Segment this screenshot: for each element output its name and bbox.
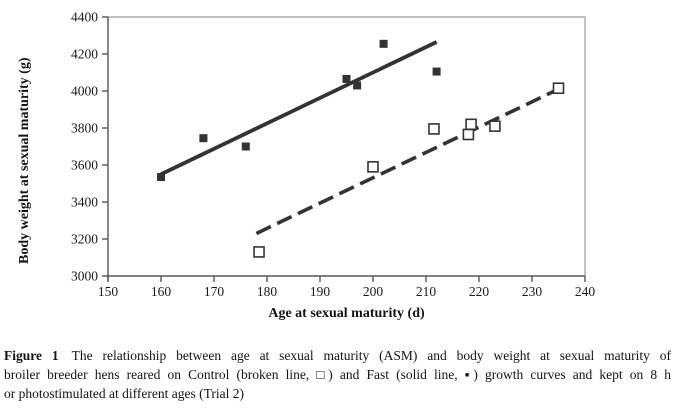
x-tick-label: 240	[575, 284, 596, 299]
x-tick-label: 210	[416, 284, 437, 299]
x-tick-label: 160	[151, 284, 172, 299]
marker-fast	[157, 173, 165, 182]
marker-control	[489, 120, 501, 132]
y-axis-title: Body weight at sexual maturity (g)	[17, 57, 32, 265]
marker-fast	[241, 142, 250, 151]
plot-frame	[108, 16, 586, 276]
y-tick-label: 4200	[71, 47, 98, 62]
marker-fast	[342, 74, 351, 83]
trendline-fast	[160, 40, 438, 176]
marker-fast	[432, 67, 441, 76]
trendline-control	[255, 87, 560, 236]
marker-control	[367, 161, 379, 173]
marker-control	[552, 82, 565, 95]
marker-fast	[199, 134, 208, 143]
marker-control	[428, 123, 440, 135]
x-axis-title: Age at sexual maturity (d)	[268, 306, 425, 321]
marker-control	[462, 128, 475, 141]
marker-control	[465, 118, 477, 131]
y-tick-label: 4000	[71, 84, 98, 99]
x-tick-label: 220	[469, 284, 490, 299]
x-tick-label: 180	[257, 284, 278, 299]
figure-caption-text-1: The relationship between age at sexual m…	[71, 348, 671, 363]
marker-fast	[353, 81, 362, 90]
x-tick-label: 150	[98, 284, 119, 299]
x-tick-label: 190	[310, 284, 331, 299]
y-tick-label: 3000	[71, 269, 98, 284]
caption-line-1: Figure 1 The relationship between age at …	[4, 346, 671, 365]
y-tick-label: 3200	[71, 232, 98, 247]
figure-caption-label: Figure 1	[4, 348, 59, 363]
marker-fast	[379, 39, 388, 48]
x-tick-label: 230	[522, 284, 543, 299]
y-tick-label: 4400	[71, 10, 98, 25]
marker-control	[253, 246, 265, 258]
y-tick-label: 3400	[71, 195, 98, 210]
scatter-chart: 150 160 170 180 190 200 210 220 230 240 3000 3200 34…	[71, 10, 596, 300]
caption-line-2: broiler breeder hens reared on Control (…	[4, 367, 671, 382]
figure-caption: Figure 1 The relationship between age at …	[4, 346, 671, 403]
y-tick-label: 3800	[71, 121, 98, 136]
x-tick-label: 200	[363, 284, 384, 299]
x-tick-label: 170	[204, 284, 225, 299]
y-tick-label: 3600	[71, 158, 98, 173]
caption-line-3: or photostimulated at different ages (Tr…	[4, 386, 244, 401]
